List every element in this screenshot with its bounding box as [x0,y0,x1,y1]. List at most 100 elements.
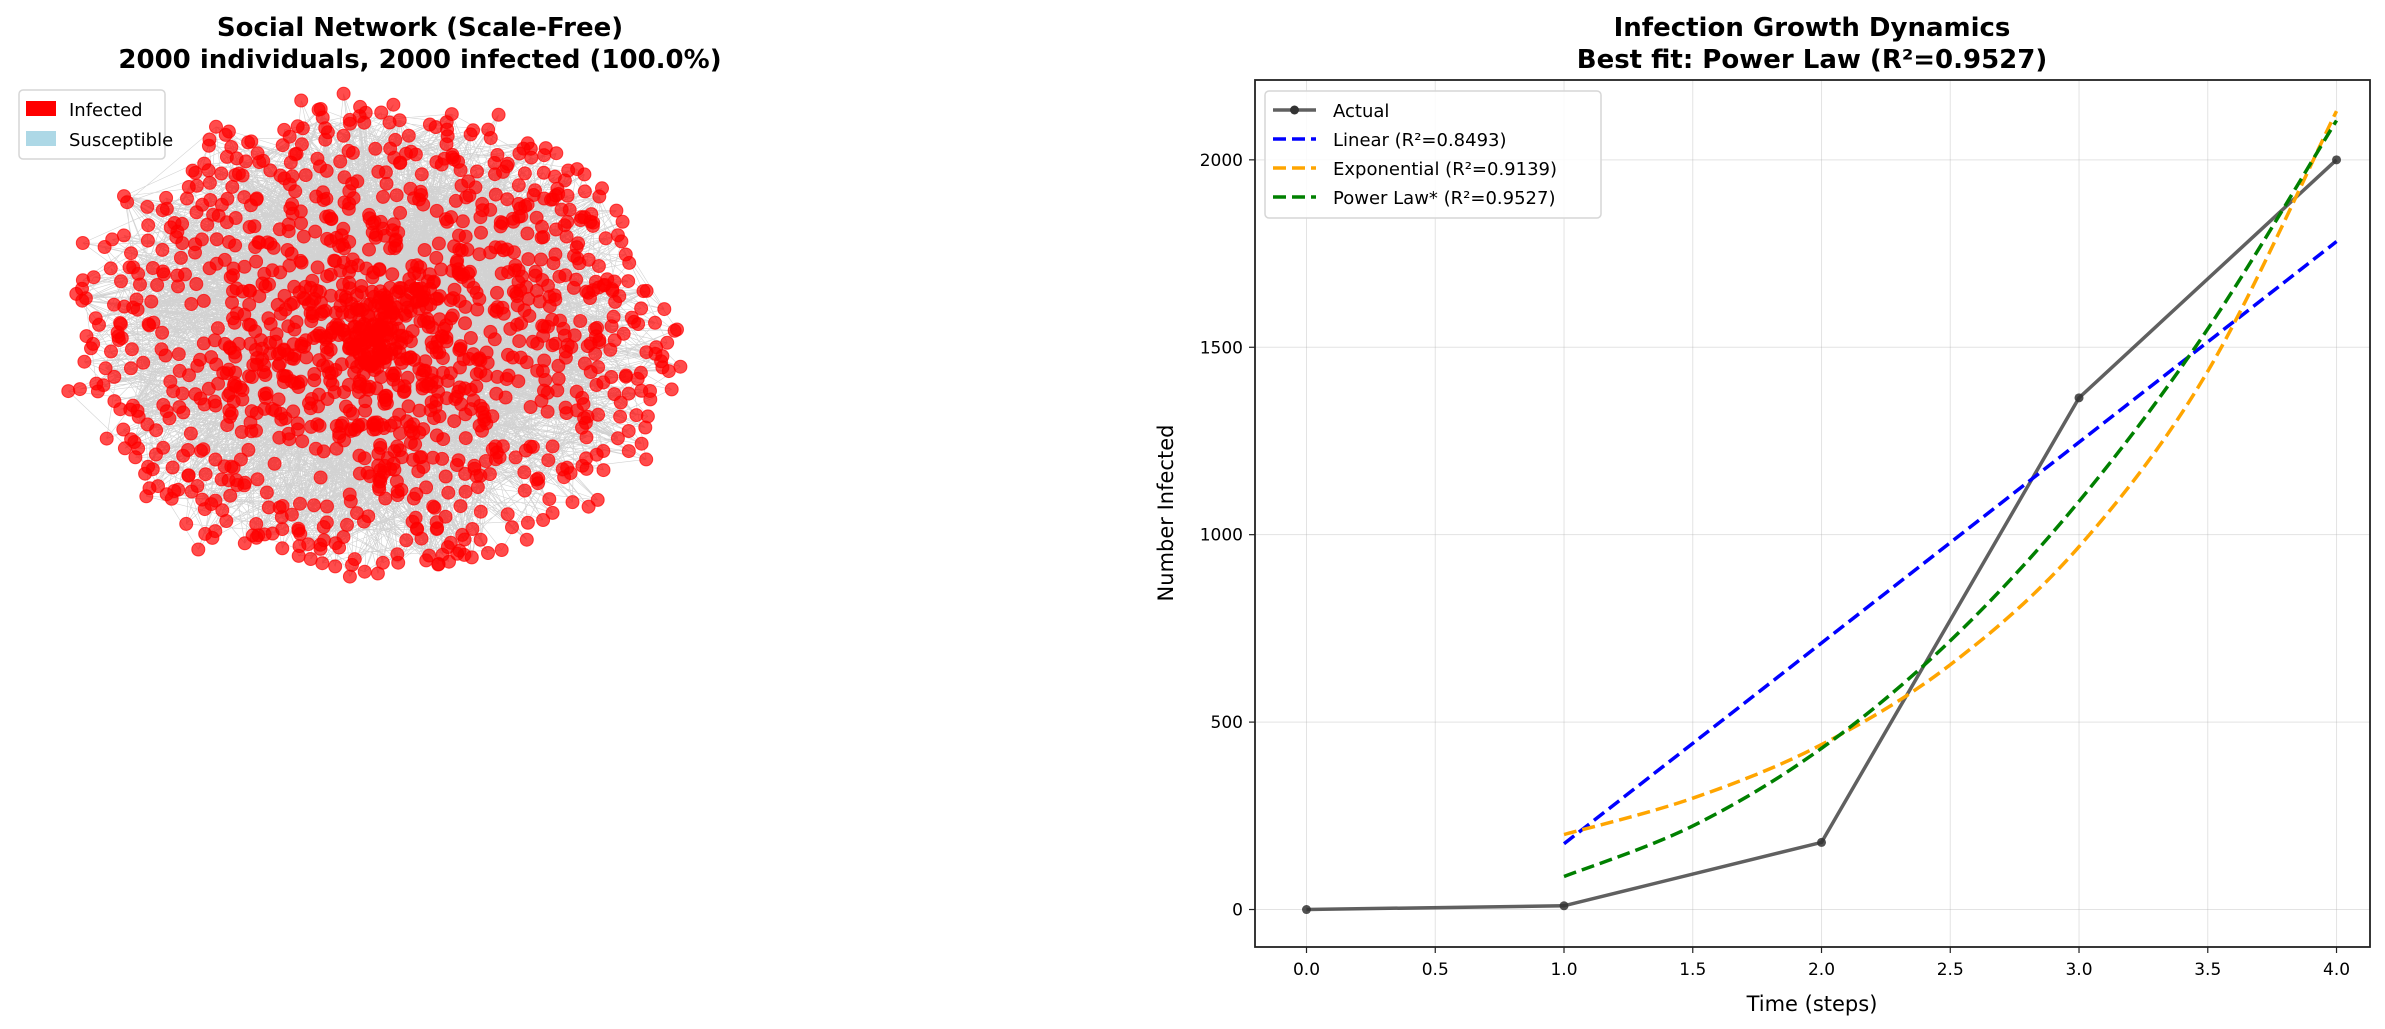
x-tick-label: 4.0 [2323,960,2350,980]
network-node [474,225,488,240]
network-node [350,359,365,374]
series-line-linear [1562,240,2338,846]
network-node [495,439,510,454]
network-node [452,343,467,357]
network-node [558,350,573,365]
network-node [448,193,463,208]
network-node [621,274,636,289]
network-node [418,363,433,378]
x-tick-label: 0.5 [1422,960,1449,980]
network-node [446,291,461,306]
network-node [520,226,535,241]
network-node [140,199,155,214]
network-node [404,144,419,159]
network-node [226,268,240,283]
network-node [292,539,307,554]
network-node [194,232,209,247]
network-node [221,362,236,377]
network-node [512,334,527,349]
network-node [261,500,276,515]
network-node [421,319,436,334]
network-node [399,533,414,548]
network-node [201,138,216,153]
network-node [386,217,401,232]
network-node [191,542,206,557]
network-node [365,225,380,240]
network-node [441,485,456,500]
growth-title-line2: Best fit: Power Law (R²=0.9527) [1577,45,2047,75]
y-tick-label: 0 [1232,901,1243,921]
network-node [159,190,174,205]
network-node [353,99,368,114]
network-node [386,97,401,112]
network-node [223,386,238,400]
network-node [419,480,434,495]
network-node [382,115,397,130]
network-node [453,499,468,514]
network-node [562,202,577,217]
network-node [155,242,170,257]
network-node [536,230,551,244]
network-node [432,409,447,424]
network-node [287,376,302,391]
network-node [116,228,131,243]
network-node [196,293,211,308]
network-node [282,177,297,192]
network-node [596,463,611,478]
network-node [215,503,230,518]
legend-marker-actual [1290,105,1299,115]
network-node [576,397,591,412]
network-node [577,167,592,182]
network-node [130,403,145,418]
growth-legend: Actual Linear (R²=0.8493) Exponential (R²=… [1264,90,1602,219]
network-node [120,195,135,210]
network-node [320,499,334,514]
network-node [343,494,358,509]
network-node [458,466,473,481]
network-node [97,240,112,254]
network-node [493,215,508,230]
network-node [393,426,407,441]
network-node [156,264,170,279]
network-node [579,461,594,476]
y-tick-label: 500 [1211,713,1243,733]
network-node [181,443,195,457]
network-node [223,341,238,356]
network-node [444,210,459,225]
network-node [661,364,676,379]
network-node [144,294,159,309]
network-node [571,236,586,251]
network-node [181,468,196,483]
network-node [531,476,545,491]
network-node [224,140,239,154]
network-node [198,467,213,482]
network-node [462,264,477,279]
network-node [312,353,327,368]
network-node [548,188,563,203]
network-node [159,404,174,419]
network-node [124,246,138,261]
series-line-power-law [1563,119,2339,879]
network-node [156,440,171,455]
network-node [354,279,369,293]
network-node [348,329,363,344]
network-node [519,532,534,547]
network-node [569,384,584,399]
network-node [242,283,257,298]
network-node [340,517,354,532]
network-node [477,413,492,428]
network-node [295,121,310,136]
network-node [189,277,204,291]
network-node [313,470,328,485]
network-node [514,209,529,224]
network-node [245,528,260,543]
network-node [257,358,272,373]
network-node [503,321,518,336]
network-node [209,232,224,247]
network-node [244,198,258,213]
network-node [202,175,217,190]
network-node [491,107,506,122]
network-node [281,224,296,239]
network-node [496,164,510,179]
y-tick-label: 2000 [1200,151,1243,171]
